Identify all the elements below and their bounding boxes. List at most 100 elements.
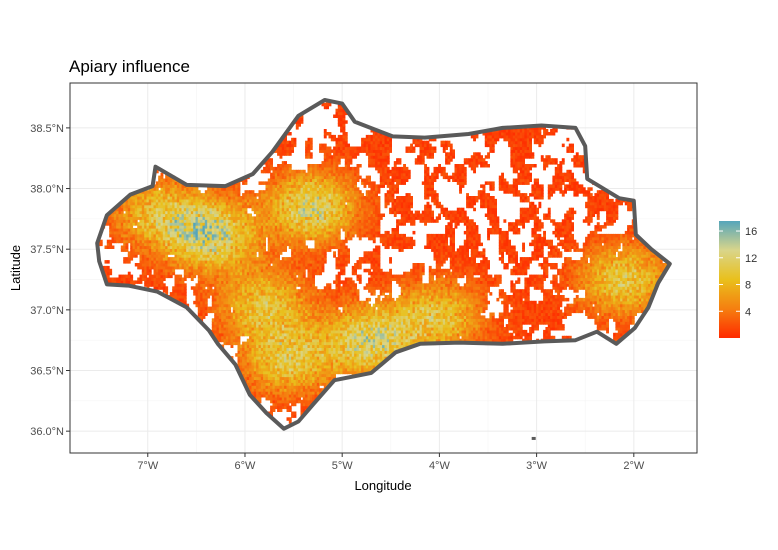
- influence-cell: [172, 239, 176, 244]
- influence-cell: [218, 297, 222, 302]
- influence-cell: [232, 248, 236, 252]
- influence-cell: [235, 312, 239, 316]
- influence-cell: [319, 222, 322, 226]
- influence-cell: [211, 213, 215, 217]
- influence-cell: [197, 265, 201, 270]
- influence-cell: [314, 297, 318, 302]
- influence-cell: [167, 251, 171, 255]
- influence-cell: [288, 263, 292, 267]
- influence-cell: [244, 318, 248, 322]
- influence-cell: [237, 356, 241, 360]
- influence-cell: [188, 222, 192, 226]
- influence-cell: [260, 341, 264, 346]
- influence-cell: [214, 295, 218, 299]
- influence-cell: [232, 274, 236, 279]
- influence-cell: [295, 187, 299, 191]
- influence-cell: [298, 280, 301, 284]
- influence-cell: [279, 289, 283, 293]
- influence-cell: [251, 295, 255, 299]
- influence-cell: [260, 236, 264, 241]
- influence-cell: [321, 207, 325, 212]
- influence-cell: [249, 295, 252, 299]
- influence-cell: [232, 204, 236, 209]
- influence-cell: [307, 137, 311, 142]
- influence-cell: [258, 362, 262, 366]
- influence-cell: [298, 117, 301, 121]
- influence-cell: [235, 295, 239, 299]
- influence-cell: [277, 228, 280, 232]
- influence-cell: [277, 353, 280, 357]
- influence-cell: [258, 254, 262, 258]
- influence-cell: [260, 292, 264, 296]
- influence-cell: [279, 332, 283, 337]
- influence-cell: [302, 376, 306, 380]
- influence-cell: [193, 213, 197, 217]
- influence-cell: [244, 373, 248, 378]
- influence-cell: [279, 230, 283, 235]
- influence-cell: [270, 356, 273, 360]
- influence-cell: [270, 245, 273, 249]
- influence-cell: [218, 265, 222, 270]
- influence-cell: [111, 219, 115, 223]
- influence-cell: [279, 312, 283, 316]
- influence-cell: [302, 382, 306, 386]
- influence-cell: [312, 280, 315, 284]
- influence-cell: [197, 300, 201, 305]
- influence-cell: [295, 382, 299, 386]
- influence-cell: [298, 303, 301, 308]
- influence-cell: [314, 254, 318, 258]
- influence-cell: [307, 164, 311, 168]
- influence-cell: [284, 257, 287, 261]
- influence-cell: [300, 399, 304, 404]
- influence-cell: [137, 207, 141, 212]
- influence-cell: [188, 225, 192, 229]
- influence-cell: [239, 362, 243, 366]
- influence-cell: [288, 230, 292, 235]
- influence-cell: [274, 347, 278, 351]
- influence-cell: [270, 280, 273, 284]
- influence-cell: [244, 356, 248, 360]
- influence-cell: [291, 181, 294, 185]
- influence-cell: [307, 155, 311, 159]
- influence-cell: [279, 315, 283, 319]
- influence-cell: [274, 353, 278, 357]
- influence-cell: [270, 391, 273, 395]
- influence-cell: [197, 280, 201, 284]
- influence-cell: [312, 251, 315, 255]
- influence-cell: [258, 207, 262, 212]
- influence-cell: [265, 321, 269, 325]
- influence-cell: [211, 196, 215, 200]
- influence-cell: [270, 347, 273, 351]
- influence-cell: [176, 274, 180, 279]
- influence-cell: [207, 283, 211, 287]
- influence-cell: [158, 254, 162, 258]
- influence-cell: [298, 181, 301, 185]
- influence-cell: [139, 260, 143, 264]
- influence-cell: [298, 289, 301, 293]
- influence-cell: [298, 210, 301, 215]
- influence-cell: [162, 196, 166, 200]
- influence-cell: [286, 175, 290, 180]
- influence-cell: [218, 219, 222, 223]
- influence-cell: [309, 388, 313, 392]
- influence-cell: [286, 239, 290, 244]
- influence-cell: [188, 268, 192, 273]
- influence-cell: [99, 239, 103, 244]
- influence-cell: [132, 251, 136, 255]
- influence-cell: [251, 271, 255, 276]
- influence-cell: [148, 204, 152, 209]
- influence-cell: [298, 268, 301, 273]
- influence-cell: [279, 207, 283, 212]
- influence-cell: [148, 239, 152, 244]
- influence-cell: [211, 303, 215, 308]
- influence-cell: [197, 268, 201, 273]
- influence-cell: [244, 297, 248, 302]
- influence-cell: [295, 169, 299, 174]
- influence-cell: [188, 196, 192, 200]
- influence-cell: [319, 335, 322, 340]
- influence-cell: [132, 198, 136, 203]
- influence-cell: [316, 364, 320, 369]
- influence-cell: [193, 210, 197, 215]
- influence-cell: [207, 280, 211, 284]
- influence-cell: [244, 295, 248, 299]
